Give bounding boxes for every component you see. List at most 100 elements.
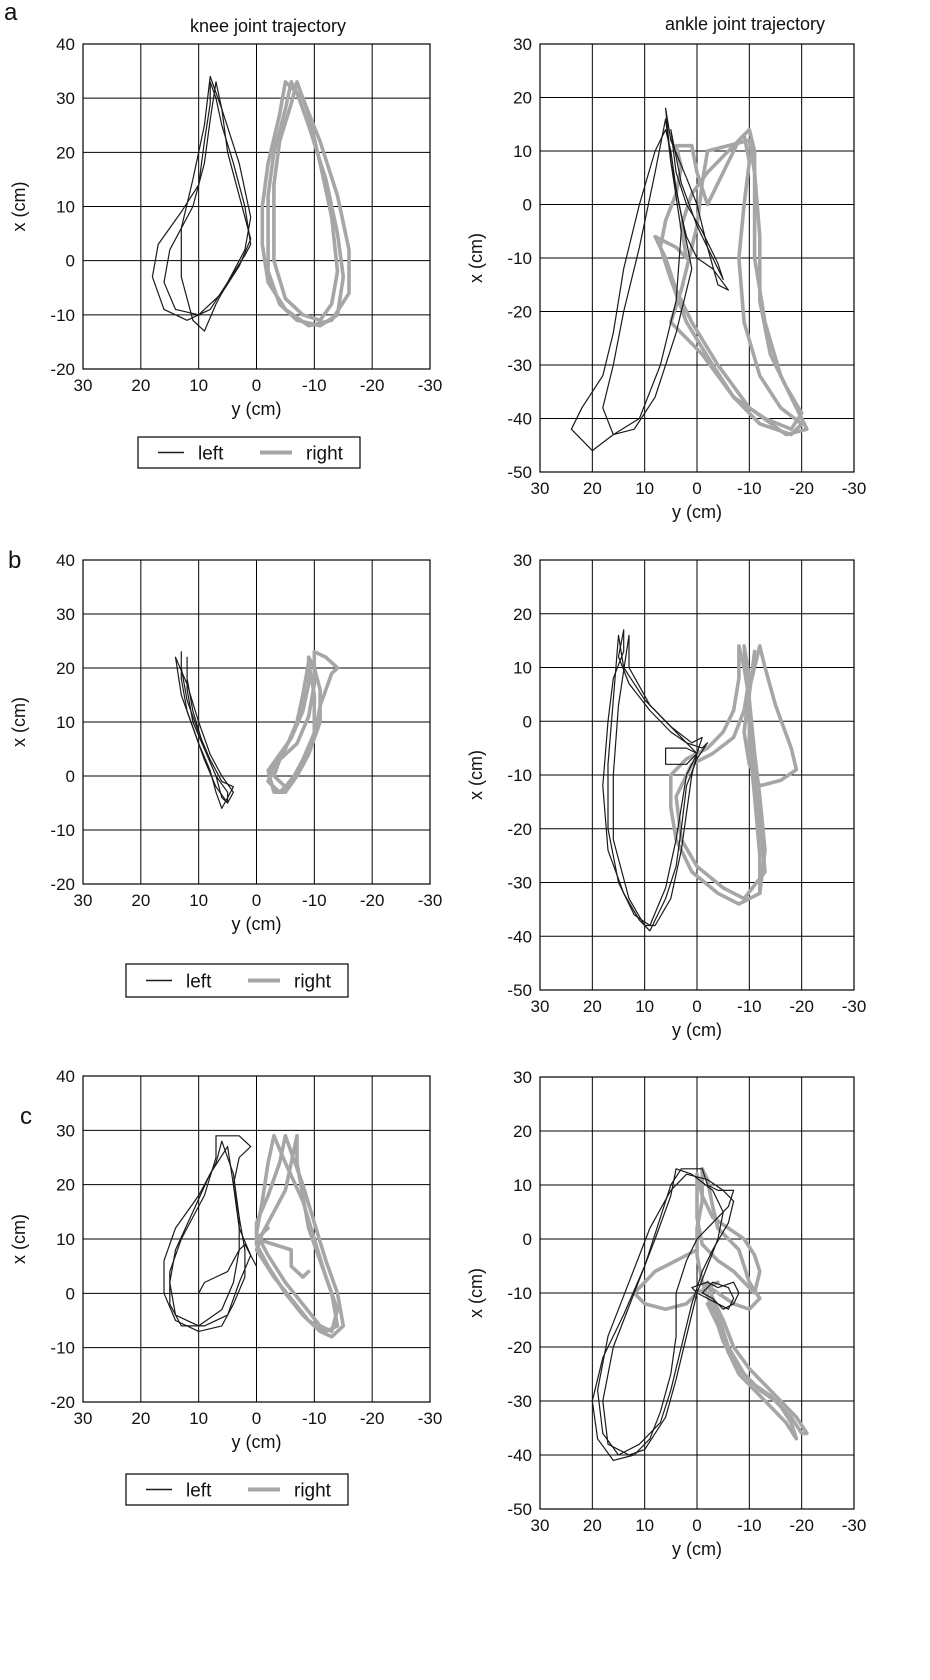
legend-a: left right [137,436,361,469]
y-tick-label: 30 [56,605,75,624]
ankle-column-title: ankle joint trajectory [665,14,825,34]
y-tick-label: 10 [56,713,75,732]
y-tick-label: 30 [513,1068,532,1087]
y-tick-label: 0 [66,767,75,786]
x-tick-label: -20 [360,376,385,395]
x-axis-label: y (cm) [232,1432,282,1452]
x-axis-label: y (cm) [672,502,722,522]
chart-b-ankle: 30 20 10 0 -10 -20 -30 30 20 10 0 -10 -20 -30 -40 -50 y … [466,551,866,1040]
x-tick-label: 30 [74,376,93,395]
x-tick-label: 10 [189,376,208,395]
x-tick-label: 30 [531,1516,550,1535]
y-tick-label: -40 [507,410,532,429]
y-tick-label: -20 [50,1393,75,1412]
y-tick-label: 0 [523,1230,532,1249]
chart-a-knee: 30 20 10 0 -10 -20 -30 40 30 20 10 0 -10 -20 y (cm) x (… [9,35,442,419]
x-axis-label: y (cm) [672,1020,722,1040]
trajectory-left [174,656,234,804]
y-axis-label: x (cm) [9,697,29,747]
trajectory-layer [570,107,809,452]
y-tick-label: -40 [507,1446,532,1465]
x-tick-label: -30 [842,1516,867,1535]
chart-c-ankle: 30 20 10 0 -10 -20 -30 30 20 10 0 -10 -20 -30 -40 -50 y … [466,1068,866,1559]
y-tick-label: 0 [66,252,75,271]
y-tick-label: 30 [56,1121,75,1140]
x-tick-label: -30 [418,891,443,910]
trajectory-right [254,1226,311,1279]
y-tick-label: 30 [513,35,532,54]
y-tick-label: -30 [507,356,532,375]
y-tick-label: -50 [507,981,532,1000]
trajectory-layer [174,650,340,809]
plot-frame [539,559,855,991]
y-tick-label: 20 [56,1176,75,1195]
x-tick-label: -10 [302,891,327,910]
y-tick-label: -10 [507,766,532,785]
y-tick-label: -20 [507,1338,532,1357]
y-tick-label: 30 [56,89,75,108]
trajectory-left [691,1281,740,1310]
x-tick-label: 20 [583,479,602,498]
y-axis-label: x (cm) [466,750,486,800]
x-tick-label: -10 [737,479,762,498]
x-tick-label: 0 [252,891,261,910]
trajectory-right [674,644,767,901]
y-tick-label: 40 [56,35,75,54]
y-tick-label: 20 [513,605,532,624]
trajectory-left [612,634,703,927]
x-tick-label: 20 [583,997,602,1016]
plot-frame [82,1075,431,1403]
y-axis-label: x (cm) [9,182,29,232]
trajectory-right [266,660,317,794]
x-tick-label: 0 [252,1409,261,1428]
plot-frame [539,1076,855,1510]
x-tick-label: -20 [789,997,814,1016]
y-tick-label: -50 [507,463,532,482]
y-tick-label: -10 [507,1284,532,1303]
trajectory-left [665,747,698,765]
x-tick-label: -20 [789,1516,814,1535]
trajectory-left [169,1135,252,1327]
trajectory-left [163,81,252,316]
panel-letter-c: c [20,1103,32,1130]
trajectory-left [597,1173,735,1456]
legend-label-right: right [294,1481,332,1502]
trajectory-right [272,80,340,323]
x-tick-label: -30 [418,376,443,395]
y-tick-label: 10 [56,1230,75,1249]
x-tick-label: 20 [583,1516,602,1535]
chart-c-knee: 30 20 10 0 -10 -20 -30 40 30 20 10 0 -10 -20 y (cm) x (… [9,1067,442,1452]
x-tick-label: -30 [842,479,867,498]
x-tick-label: -30 [418,1409,443,1428]
y-tick-label: -30 [507,1392,532,1411]
x-tick-label: -10 [737,997,762,1016]
y-tick-label: 10 [513,659,532,678]
trajectory-layer [151,75,351,332]
legend-label-left: left [186,1481,212,1502]
x-tick-label: 10 [189,1409,208,1428]
legend-label-right: right [306,444,344,465]
chart-a-ankle: 30 20 10 0 -10 -20 -30 30 20 10 0 -10 -20 -30 -40 -50 y … [466,35,866,522]
y-tick-label: -20 [50,360,75,379]
trajectory-layer [591,1167,809,1461]
trajectory-right [700,1280,799,1441]
trajectory-right [705,1280,809,1436]
y-tick-label: 0 [66,1284,75,1303]
y-axis-label: x (cm) [466,1268,486,1318]
x-tick-label: 30 [531,479,550,498]
x-tick-label: 10 [635,997,654,1016]
trajectory-right [669,138,804,431]
x-tick-label: -20 [360,1409,385,1428]
plot-frame [82,43,431,370]
x-axis-label: y (cm) [232,399,282,419]
y-tick-label: 10 [56,198,75,217]
trajectory-right [658,133,804,437]
legend-label-left: left [186,972,212,993]
plot-frame [539,43,855,473]
y-tick-label: 40 [56,1067,75,1086]
trajectory-layer [602,629,799,932]
trajectory-left [180,651,234,809]
x-tick-label: 0 [692,1516,701,1535]
x-tick-label: 0 [692,997,701,1016]
